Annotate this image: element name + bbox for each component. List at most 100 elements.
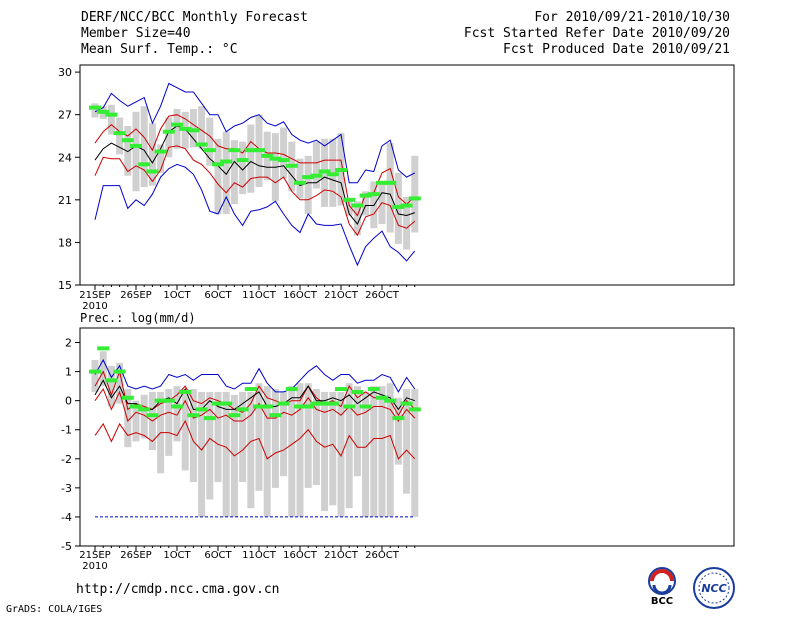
ensemble-box [271, 389, 279, 488]
ensemble-box [173, 386, 181, 442]
ensemble-box [206, 391, 214, 500]
ensemble-box [337, 391, 345, 517]
observed-marker [285, 387, 298, 392]
observed-marker [253, 404, 265, 409]
ensemble-box [124, 389, 132, 448]
ensemble-box [107, 365, 115, 407]
observed-marker [376, 180, 388, 185]
observed-marker [212, 162, 224, 167]
observed-marker [400, 401, 413, 406]
observed-marker [367, 192, 380, 197]
observed-marker [154, 149, 167, 154]
observed-marker [367, 387, 380, 392]
x-tick-label: 6OCT [204, 550, 232, 561]
observed-marker [285, 163, 298, 168]
observed-marker [220, 159, 233, 164]
x-tick-label: 26OCT [365, 550, 400, 561]
ensemble-box [353, 386, 361, 477]
observed-marker [187, 413, 200, 418]
ensemble-box [222, 391, 230, 517]
ensemble-box [411, 155, 419, 233]
y-tick-label: 1 [65, 366, 72, 379]
y-tick-label: 24 [58, 151, 72, 164]
observed-marker [269, 156, 282, 161]
observed-marker [105, 112, 118, 117]
ensemble-box [321, 391, 329, 512]
observed-marker [228, 148, 241, 153]
grads-credit: GrADS: COLA/IGES [6, 604, 103, 615]
chart-title: DERF/NCC/BCC Monthly Forecast [81, 10, 308, 25]
series-max-line [94, 82, 416, 184]
observed-marker [351, 389, 364, 394]
y-tick-label: -2 [61, 453, 72, 466]
series-lower-line [94, 387, 416, 422]
ensemble-box [304, 383, 312, 488]
ensemble-box [386, 143, 394, 233]
observed-marker [203, 416, 216, 421]
observed-marker [277, 401, 290, 406]
ensemble-box [353, 201, 361, 236]
observed-marker [326, 401, 339, 406]
plot-frame [79, 64, 735, 286]
observed-marker [326, 172, 339, 177]
observed-marker [121, 138, 134, 143]
bcc-logo: BCC [648, 567, 676, 607]
source-url[interactable]: http://cmdp.ncc.cma.gov.cn [76, 582, 280, 597]
observed-marker [351, 203, 364, 208]
observed-marker [384, 180, 397, 185]
observed-marker [294, 404, 306, 409]
observed-marker [121, 395, 134, 400]
observed-marker [146, 413, 159, 418]
observed-marker [400, 203, 413, 208]
observed-marker [187, 128, 200, 133]
ensemble-box [206, 117, 214, 166]
observed-marker [138, 407, 151, 412]
observed-marker [392, 204, 405, 209]
observed-marker [179, 126, 192, 131]
ensemble-box [116, 117, 124, 155]
observed-marker [146, 169, 159, 174]
observed-marker [97, 346, 110, 351]
observed-marker [162, 129, 175, 134]
ensemble-box [296, 383, 304, 517]
observed-marker [302, 175, 315, 180]
observed-marker [343, 404, 356, 409]
ensemble-box [411, 389, 419, 517]
observed-marker [113, 369, 126, 374]
observed-marker [203, 148, 216, 153]
ensemble-box [99, 351, 107, 387]
observed-marker [294, 180, 306, 185]
ensemble-box [239, 141, 247, 195]
observed-marker [130, 404, 142, 409]
observed-marker [220, 401, 233, 406]
observed-marker [261, 404, 274, 409]
ensemble-box [189, 389, 197, 483]
bcc-logo-text: BCC [651, 596, 673, 607]
x-tick-label: 1OCT [163, 290, 191, 301]
ensemble-box [222, 131, 230, 215]
ensemble-box [362, 191, 370, 216]
series-min-line [94, 163, 416, 267]
x-tick-label: 1OCT [163, 550, 191, 561]
panel-temperature: 15 18 21 24 27 30 21SEP 26SEP 1OCT 6OCT 11OCT 16OCT… [58, 64, 735, 312]
observed-marker [253, 148, 265, 153]
panel-precipitation: -5 -4 -3 -2 -1 0 1 2 21SEP 26SEP 1OCT 6OCT 11OCT 16OC… [61, 327, 735, 572]
y-tick-label: -3 [61, 482, 72, 495]
ensemble-box [312, 389, 320, 485]
ensemble-box [107, 104, 115, 135]
observed-marker [376, 395, 388, 400]
observed-marker [138, 162, 151, 167]
forecast-start-date: Fcst Started Refer Date 2010/09/20 [463, 26, 730, 41]
ensemble-box [124, 126, 132, 176]
observed-marker [318, 169, 331, 174]
x-tick-label: 11OCT [242, 290, 277, 301]
ensemble-box [247, 391, 255, 509]
observed-marker [310, 173, 323, 178]
observed-marker [195, 142, 208, 147]
y-tick-label: 15 [58, 279, 72, 292]
ensemble-box [345, 383, 353, 509]
ncc-logo-text: NCC [701, 582, 726, 595]
variable-label: Mean Surf. Temp.: °C [81, 42, 238, 57]
observed-marker [130, 143, 142, 148]
